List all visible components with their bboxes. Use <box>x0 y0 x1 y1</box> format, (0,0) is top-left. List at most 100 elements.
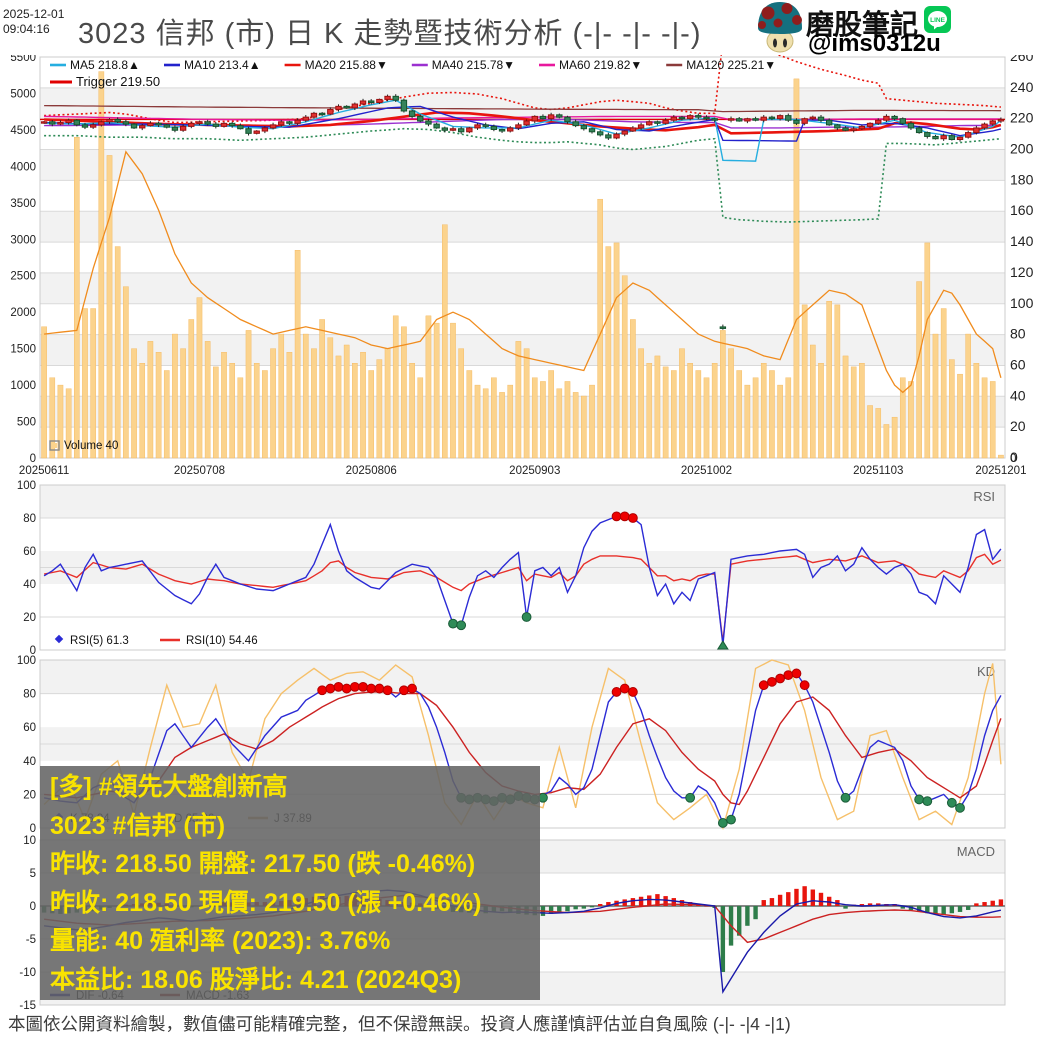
svg-text:10: 10 <box>23 835 36 847</box>
upper-band-line <box>44 55 1001 124</box>
svg-text:80: 80 <box>23 689 36 701</box>
disclaimer-text: 本圖依公開資料繪製，數值儘可能精確完整，但不保證無誤。投資人應謹慎評估並自負風險… <box>8 1014 791 1034</box>
svg-text:260: 260 <box>1010 55 1034 64</box>
svg-text:0: 0 <box>30 453 36 465</box>
overlay-volume-yield: 量能: 40 殖利率 (2023): 3.76% <box>50 927 391 955</box>
svg-text:5: 5 <box>30 868 36 880</box>
svg-text:20250611: 20250611 <box>19 465 69 477</box>
main-legend: MA5 218.8▲ MA10 213.4▲ MA20 215.88▼ MA40 21… <box>50 58 776 89</box>
svg-text:3000: 3000 <box>10 234 36 246</box>
overlay-stock-name: 3023 #信邦 (市) <box>50 811 226 840</box>
svg-text:MA60 219.82▼: MA60 219.82▼ <box>559 58 642 72</box>
svg-text:20: 20 <box>23 612 36 624</box>
svg-text:60: 60 <box>23 722 36 734</box>
stock-info-overlay: [多] #領先大盤創新高 3023 #信邦 (市) 昨收: 218.50 開盤:… <box>40 766 540 1000</box>
ma5-line <box>44 99 1002 162</box>
svg-text:0: 0 <box>1010 453 1016 465</box>
svg-text:-15: -15 <box>19 1000 36 1012</box>
mushroom-icon <box>758 2 802 53</box>
svg-text:220: 220 <box>1010 110 1034 126</box>
svg-text:500: 500 <box>17 417 36 429</box>
svg-text:100: 100 <box>17 480 36 492</box>
svg-text:20251002: 20251002 <box>681 465 732 477</box>
svg-text:RSI(10) 54.46: RSI(10) 54.46 <box>186 635 258 647</box>
svg-text:20250903: 20250903 <box>509 465 560 477</box>
timestamp-date: 2025-12-01 <box>3 7 65 21</box>
line-icon: LINE <box>924 6 951 33</box>
svg-text:0: 0 <box>30 645 36 657</box>
timestamp-time: 09:04:16 <box>3 22 50 36</box>
svg-text:-10: -10 <box>19 967 36 979</box>
svg-text:160: 160 <box>1010 202 1034 218</box>
svg-text:0: 0 <box>30 823 36 835</box>
svg-text:140: 140 <box>1010 233 1034 249</box>
rsi5-line <box>43 515 1002 646</box>
svg-text:100: 100 <box>17 655 36 667</box>
brand-logo: 磨股筆記 LINE @ims0312u <box>756 1 1038 57</box>
svg-text:4500: 4500 <box>10 125 36 137</box>
svg-text:40: 40 <box>23 579 36 591</box>
svg-text:MA5 218.8▲: MA5 218.8▲ <box>70 58 140 72</box>
svg-text:LINE: LINE <box>930 17 945 24</box>
svg-text:60: 60 <box>23 546 36 558</box>
svg-text:240: 240 <box>1010 79 1034 95</box>
brand-name: 磨股筆記 <box>806 9 919 40</box>
main-axes-labels: 0500100015002000250030003500400045005000… <box>10 55 1033 477</box>
svg-text:80: 80 <box>23 513 36 525</box>
candlesticks <box>40 94 1005 330</box>
rsi-signal-dots <box>448 511 729 650</box>
svg-text:3500: 3500 <box>10 198 36 210</box>
overlay-open-line: 昨收: 218.50 開盤: 217.50 (跌 -0.46%) <box>50 850 476 878</box>
rsi-panel: 0 20 40 60 80 100 RSI <box>17 480 1006 657</box>
svg-text:2500: 2500 <box>10 271 36 283</box>
rsi10-line <box>43 553 1002 642</box>
svg-text:5000: 5000 <box>10 88 36 100</box>
svg-text:Trigger 219.50: Trigger 219.50 <box>76 74 160 89</box>
svg-text:200: 200 <box>1010 141 1034 157</box>
chart-timestamp: 2025-12-01 09:04:16 <box>3 7 79 37</box>
ma120-line <box>44 104 1001 113</box>
svg-text:1000: 1000 <box>10 380 36 392</box>
svg-text:4000: 4000 <box>10 161 36 173</box>
rsi-legend: RSI(5) 61.3 RSI(10) 54.46 <box>54 634 258 647</box>
overlay-signal-tag: [多] #領先大盤創新高 <box>50 773 288 801</box>
overlay-price-line: 昨收: 218.50 現價: 219.50 (漲 +0.46%) <box>50 888 482 917</box>
page-title: 3023 信邦 (市) 日 K 走勢暨技術分析 (-|- -|- -|-) <box>78 18 702 50</box>
svg-text:20250806: 20250806 <box>346 465 397 477</box>
svg-text:60: 60 <box>1010 356 1026 372</box>
svg-text:MA40 215.78▼: MA40 215.78▼ <box>432 58 515 72</box>
volume-bars <box>41 71 1004 459</box>
svg-text:MA10 213.4▲: MA10 213.4▲ <box>184 58 261 72</box>
svg-text:120: 120 <box>1010 264 1034 280</box>
svg-text:100: 100 <box>1010 295 1034 311</box>
overlay-pe-pb: 本益比: 18.06 股淨比: 4.21 (2024Q3) <box>50 965 462 994</box>
svg-text:MA20 215.88▼: MA20 215.88▼ <box>305 58 388 72</box>
svg-text:40: 40 <box>1010 387 1026 403</box>
svg-text:MA120 225.21▼: MA120 225.21▼ <box>686 58 776 72</box>
svg-text:0: 0 <box>1010 449 1018 465</box>
svg-text:20: 20 <box>23 789 36 801</box>
svg-text:20251103: 20251103 <box>853 465 903 477</box>
svg-text:2000: 2000 <box>10 307 36 319</box>
svg-text:Volume 40: Volume 40 <box>64 440 118 452</box>
svg-text:40: 40 <box>23 756 36 768</box>
volume-ma-line <box>44 150 1002 394</box>
lower-band-line <box>44 127 1001 223</box>
svg-text:180: 180 <box>1010 171 1034 187</box>
ma10-line <box>44 105 1002 142</box>
ma60-line <box>44 115 1001 121</box>
svg-text:RSI(5) 61.3: RSI(5) 61.3 <box>70 635 129 647</box>
svg-text:MACD: MACD <box>957 844 995 859</box>
svg-text:5500: 5500 <box>10 55 36 64</box>
svg-text:-5: -5 <box>26 934 36 946</box>
svg-text:RSI: RSI <box>973 489 995 504</box>
svg-text:20251201: 20251201 <box>975 465 1026 477</box>
svg-text:80: 80 <box>1010 326 1026 342</box>
svg-text:KD: KD <box>977 664 995 679</box>
svg-text:1500: 1500 <box>10 344 36 356</box>
svg-text:0: 0 <box>30 901 36 913</box>
svg-text:20: 20 <box>1010 418 1026 434</box>
svg-text:20250708: 20250708 <box>174 465 225 477</box>
brand-handle: @ims0312u <box>808 30 941 57</box>
